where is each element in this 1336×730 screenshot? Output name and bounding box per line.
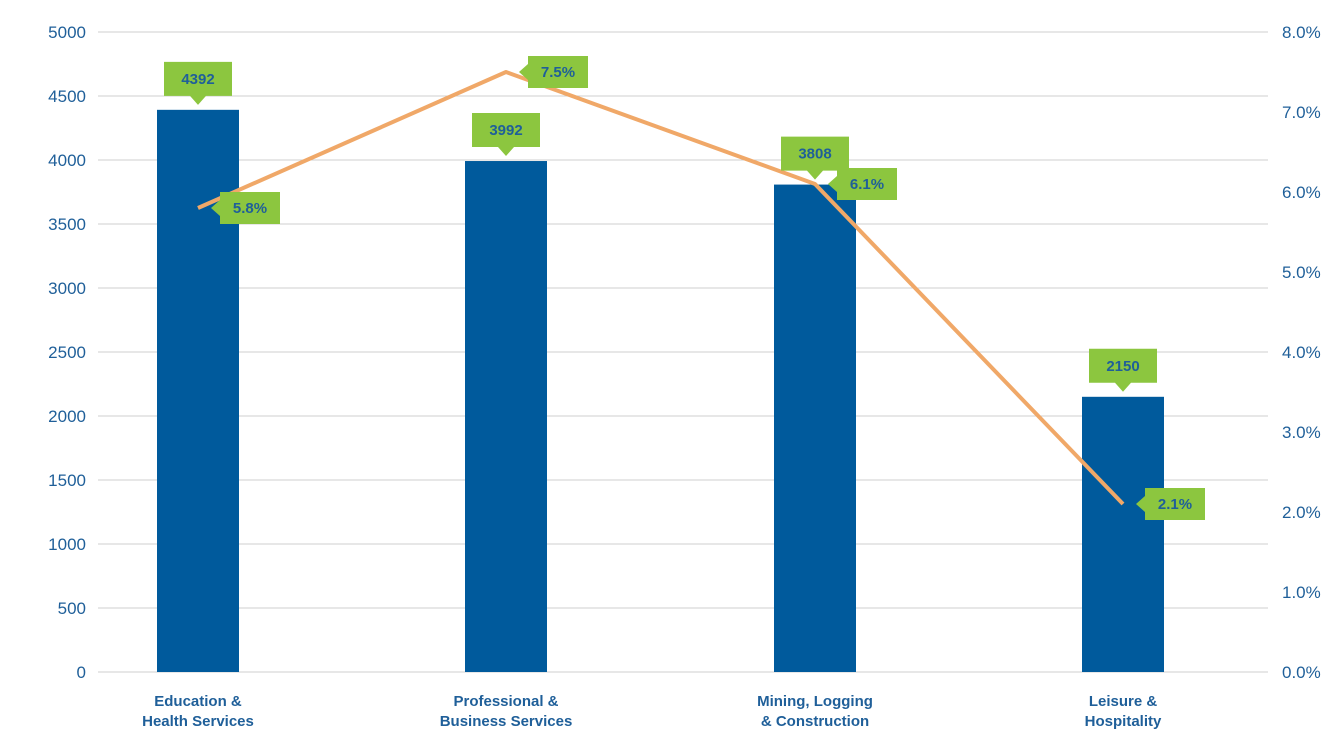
bar-data-label: 2150	[1089, 348, 1157, 392]
bar-data-label-box	[781, 136, 849, 180]
line-data-label: 2.1%	[1136, 488, 1205, 520]
right-axis-tick-label: 4.0%	[1282, 343, 1321, 362]
category-label-line: Mining, Logging	[757, 693, 873, 710]
bar-data-label-text: 3808	[798, 146, 831, 163]
left-axis-tick-label: 3500	[48, 215, 86, 234]
bar	[465, 161, 547, 673]
right-axis-tick-label: 5.0%	[1282, 263, 1321, 282]
line-data-labels: 5.8% 7.5% 6.1% 2.1%	[211, 56, 1205, 520]
category-label-line: Professional &	[453, 693, 558, 710]
right-axis-tick-label: 7.0%	[1282, 103, 1321, 122]
left-axis-tick-label: 2500	[48, 343, 86, 362]
bar-data-label-text: 2150	[1106, 358, 1139, 375]
left-axis-tick-label: 1000	[48, 535, 86, 554]
line-data-label: 5.8%	[211, 192, 280, 224]
bar-data-labels: 4392 3992 3808 2150	[164, 61, 1157, 392]
category-label: Leisure & Hospitality	[1085, 693, 1162, 730]
gridlines	[98, 31, 1268, 673]
bar-data-label-box	[1089, 348, 1157, 392]
left-axis-tick-label: 0	[77, 663, 86, 682]
line-data-label-text: 5.8%	[233, 200, 267, 217]
right-axis-tick-label: 0.0%	[1282, 663, 1321, 682]
line-data-label-text: 7.5%	[541, 64, 575, 81]
category-label: Professional & Business Services	[440, 693, 573, 730]
line-data-label-box	[211, 192, 280, 224]
line-data-label-text: 6.1%	[850, 176, 884, 193]
bar-data-label: 3808	[781, 136, 849, 180]
category-label-line: Hospitality	[1085, 713, 1162, 730]
category-labels: Education & Health Services Professional &…	[142, 693, 1162, 730]
bar-data-label-text: 3992	[489, 122, 522, 139]
right-axis-tick-label: 6.0%	[1282, 183, 1321, 202]
bar	[774, 184, 856, 673]
line-series-path	[197, 70, 1125, 506]
line-data-label-box	[828, 168, 897, 200]
line-data-label: 7.5%	[519, 56, 588, 88]
left-axis-tick-label: 4000	[48, 151, 86, 170]
left-axis-tick-label: 2000	[48, 407, 86, 426]
line-data-label-text: 2.1%	[1158, 496, 1192, 513]
category-label-line: Business Services	[440, 713, 573, 730]
category-label-line: Health Services	[142, 713, 254, 730]
category-label-line: & Construction	[761, 713, 869, 730]
line-data-label: 6.1%	[828, 168, 897, 200]
left-axis-tick-label: 1500	[48, 471, 86, 490]
right-axis-tick-label: 1.0%	[1282, 583, 1321, 602]
right-axis-tick-label: 2.0%	[1282, 503, 1321, 522]
bar-data-label: 3992	[472, 113, 540, 157]
line-series	[197, 70, 1125, 506]
category-label: Mining, Logging & Construction	[757, 693, 873, 730]
left-axis-tick-label: 3000	[48, 279, 86, 298]
left-axis-ticks: 0 500 1000 1500 2000 2500 3000 3500 4000 4500 5000	[48, 23, 86, 682]
line-data-label-box	[519, 56, 588, 88]
left-axis-tick-label: 5000	[48, 23, 86, 42]
category-label-line: Education &	[154, 693, 242, 710]
right-axis-tick-label: 3.0%	[1282, 423, 1321, 442]
bar	[1082, 396, 1164, 672]
left-axis-tick-label: 4500	[48, 87, 86, 106]
bar-data-label-text: 4392	[181, 71, 214, 88]
bar-data-label-box	[472, 113, 540, 157]
right-axis-ticks: 0.0% 1.0% 2.0% 3.0% 4.0% 5.0% 6.0% 7.0% 8.0%	[1282, 23, 1321, 682]
right-axis-tick-label: 8.0%	[1282, 23, 1321, 42]
bar-data-label-box	[164, 61, 232, 105]
left-axis-tick-label: 500	[58, 599, 86, 618]
category-label-line: Leisure &	[1089, 693, 1158, 710]
bar-series	[157, 109, 1164, 673]
bar-data-label: 4392	[164, 61, 232, 105]
category-label: Education & Health Services	[142, 693, 254, 730]
line-data-label-box	[1136, 488, 1205, 520]
